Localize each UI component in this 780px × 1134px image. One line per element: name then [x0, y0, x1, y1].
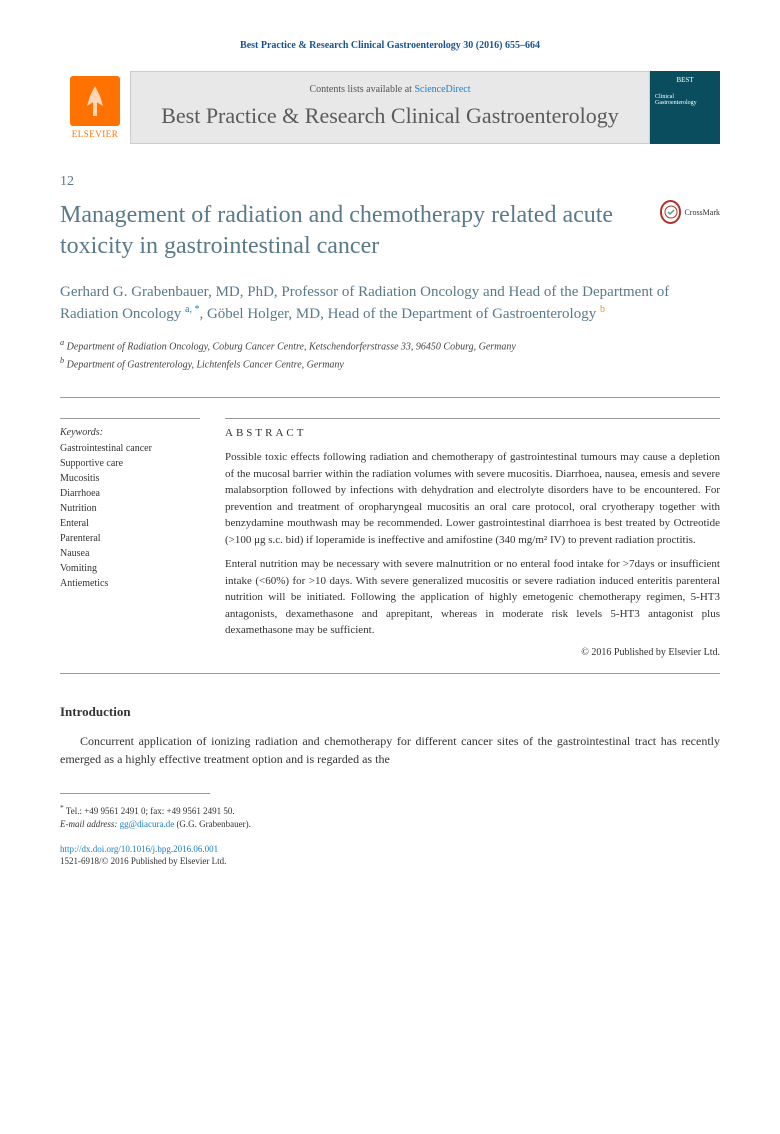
abstract-column: ABSTRACT Possible toxic effects followin…: [225, 418, 720, 658]
cover-label: BEST: [676, 76, 693, 84]
cover-subtitle: Clinical Gastroenterology: [655, 94, 715, 106]
abstract-text: Possible toxic effects following radiati…: [225, 449, 720, 639]
crossmark-label: CrossMark: [684, 208, 720, 217]
keyword-item: Nutrition: [60, 501, 200, 516]
corr-email-line: E-mail address: gg@diacura.de (G.G. Grab…: [60, 818, 720, 832]
abstract-section: Keywords: Gastrointestinal cancer Suppor…: [60, 418, 720, 658]
affiliation-b: b Department of Gastrenterology, Lichten…: [60, 355, 720, 372]
elsevier-label: ELSEVIER: [72, 129, 119, 139]
keyword-item: Antiemetics: [60, 576, 200, 591]
email-suffix: (G.G. Grabenbauer).: [176, 819, 250, 829]
elsevier-tree-icon: [70, 76, 120, 126]
journal-cover-thumbnail[interactable]: BEST Clinical Gastroenterology: [650, 71, 720, 144]
corr-star: *: [60, 803, 64, 812]
affiliations-block: a Department of Radiation Oncology, Cobu…: [60, 337, 720, 372]
keyword-item: Parenteral: [60, 531, 200, 546]
copyright-line: © 2016 Published by Elsevier Ltd.: [225, 647, 720, 658]
corresponding-author-info: * Tel.: +49 9561 2491 0; fax: +49 9561 2…: [60, 802, 720, 832]
crossmark-badge[interactable]: CrossMark: [660, 200, 720, 224]
keywords-label: Keywords:: [60, 427, 200, 438]
affiliation-b-sup: b: [60, 356, 64, 365]
journal-name: Best Practice & Research Clinical Gastro…: [151, 103, 629, 129]
journal-title-box: Contents lists available at ScienceDirec…: [130, 71, 650, 144]
keyword-item: Nausea: [60, 546, 200, 561]
citation-header: Best Practice & Research Clinical Gastro…: [60, 40, 720, 51]
title-row: Management of radiation and chemotherapy…: [60, 200, 720, 262]
elsevier-logo[interactable]: ELSEVIER: [60, 71, 130, 144]
doi-link[interactable]: http://dx.doi.org/10.1016/j.bpg.2016.06.…: [60, 844, 720, 854]
footer-separator: [60, 793, 210, 794]
abstract-heading: ABSTRACT: [225, 427, 720, 439]
affiliation-a-sup: a: [60, 338, 64, 347]
keyword-item: Vomiting: [60, 561, 200, 576]
keyword-item: Supportive care: [60, 456, 200, 471]
author-2: Göbel Holger, MD, Head of the Department…: [207, 306, 596, 322]
article-title: Management of radiation and chemotherapy…: [60, 200, 660, 262]
article-number: 12: [60, 174, 720, 190]
abstract-para-1: Possible toxic effects following radiati…: [225, 449, 720, 548]
corr-tel: * Tel.: +49 9561 2491 0; fax: +49 9561 2…: [60, 802, 720, 819]
introduction-text: Concurrent application of ionizing radia…: [60, 732, 720, 768]
affiliation-b-text: Department of Gastrenterology, Lichtenfe…: [67, 359, 344, 370]
author-1-corresponding-sup: *: [194, 304, 199, 315]
crossmark-icon: [660, 200, 681, 224]
authors-block: Gerhard G. Grabenbauer, MD, PhD, Profess…: [60, 282, 720, 325]
keyword-item: Enteral: [60, 516, 200, 531]
journal-header: ELSEVIER Contents lists available at Sci…: [60, 71, 720, 144]
divider: [60, 673, 720, 674]
keyword-item: Mucositis: [60, 471, 200, 486]
keyword-item: Gastrointestinal cancer: [60, 441, 200, 456]
divider: [60, 397, 720, 398]
contents-line: Contents lists available at ScienceDirec…: [151, 84, 629, 95]
affiliation-a-text: Department of Radiation Oncology, Coburg…: [67, 342, 516, 353]
email-label: E-mail address:: [60, 819, 117, 829]
abstract-para-2: Enteral nutrition may be necessary with …: [225, 556, 720, 639]
keyword-item: Diarrhoea: [60, 486, 200, 501]
keywords-column: Keywords: Gastrointestinal cancer Suppor…: [60, 418, 200, 658]
introduction-heading: Introduction: [60, 704, 720, 720]
author-2-affiliation-sup: b: [600, 304, 605, 315]
tel-text: Tel.: +49 9561 2491 0; fax: +49 9561 249…: [66, 806, 235, 816]
email-link[interactable]: gg@diacura.de: [120, 819, 175, 829]
affiliation-a: a Department of Radiation Oncology, Cobu…: [60, 337, 720, 354]
contents-prefix: Contents lists available at: [309, 84, 414, 95]
sciencedirect-link[interactable]: ScienceDirect: [414, 84, 470, 95]
issn-line: 1521-6918/© 2016 Published by Elsevier L…: [60, 856, 720, 866]
